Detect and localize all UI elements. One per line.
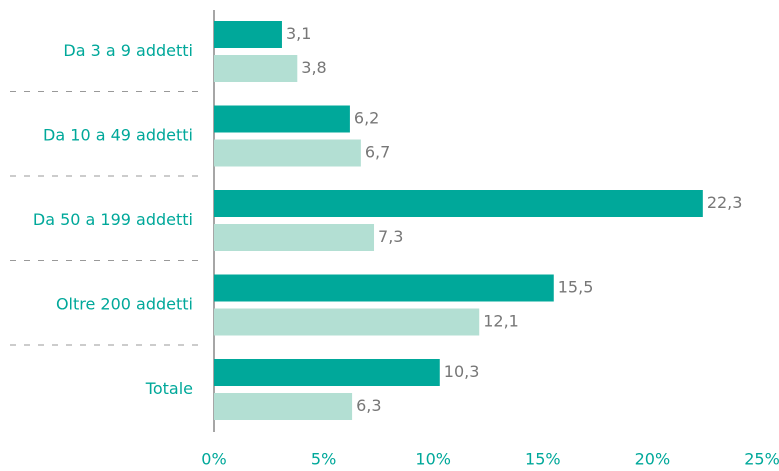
- bar: [214, 359, 440, 386]
- value-label: 10,3: [444, 362, 480, 381]
- bar: [214, 55, 298, 82]
- value-label: 3,8: [301, 58, 326, 77]
- category-label: Da 50 a 199 addetti: [33, 210, 193, 229]
- bar: [214, 393, 353, 420]
- value-label: 7,3: [378, 227, 403, 246]
- bar: [214, 224, 375, 251]
- bar: [214, 190, 703, 217]
- x-tick-label: 15%: [525, 450, 561, 469]
- value-label: 15,5: [558, 278, 594, 297]
- bar: [214, 21, 282, 48]
- value-label: 6,3: [356, 396, 381, 415]
- value-label: 3,1: [286, 24, 311, 43]
- x-tick-label: 10%: [415, 450, 451, 469]
- x-tick-label: 25%: [744, 450, 779, 469]
- bar: [214, 274, 554, 302]
- value-label: 22,3: [707, 193, 743, 212]
- x-tick-label: 0%: [201, 450, 226, 469]
- category-label: Da 10 a 49 addetti: [43, 126, 193, 145]
- category-label: Oltre 200 addetti: [56, 295, 193, 314]
- bar: [214, 105, 350, 133]
- bar: [214, 308, 480, 336]
- category-label: Da 3 a 9 addetti: [63, 41, 193, 60]
- category-label: Totale: [145, 379, 193, 398]
- x-tick-label: 5%: [311, 450, 336, 469]
- value-label: 6,2: [354, 109, 379, 128]
- value-label: 12,1: [483, 312, 519, 331]
- bar: [214, 139, 361, 167]
- value-label: 6,7: [365, 143, 390, 162]
- x-tick-label: 20%: [635, 450, 671, 469]
